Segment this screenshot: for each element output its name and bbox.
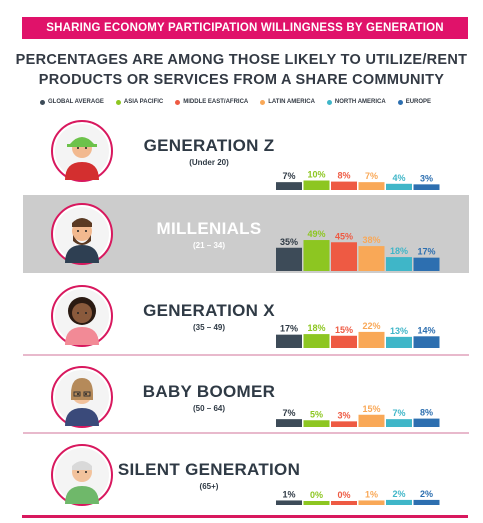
bearded-man-avatar-icon — [51, 203, 113, 265]
bar-value-label: 4% — [392, 173, 405, 183]
generation-name: BABY BOOMER — [142, 382, 276, 401]
elderly-man-avatar-icon — [51, 444, 113, 506]
bar-value-label: 7% — [392, 408, 405, 418]
bar-value-label: 1% — [365, 489, 378, 499]
generation-age-range: (35 – 49) — [192, 323, 226, 332]
legend-label: NORTH AMERICA — [334, 99, 386, 105]
legend-item: LATIN AMERICA — [260, 99, 315, 105]
generation-name: GENERATION X — [143, 301, 275, 320]
bar — [358, 331, 385, 348]
bar-value-label: 2% — [420, 489, 433, 499]
legend-swatch — [175, 99, 181, 105]
bar-value-label: 2% — [392, 489, 405, 499]
bar — [276, 182, 302, 190]
legend-label: MIDDLE EAST/AFRICA — [183, 99, 249, 105]
bar — [303, 180, 330, 190]
bar — [386, 336, 412, 348]
bar-value-label: 14% — [417, 325, 435, 335]
legend-label: ASIA PACIFIC — [123, 99, 164, 105]
bar-value-label: 3% — [337, 410, 350, 420]
title-banner: SHARING ECONOMY PARTICIPATION WILLINGNES… — [22, 17, 468, 39]
legend-swatch — [40, 99, 45, 105]
bar — [358, 182, 385, 190]
bar-value-label: 8% — [420, 408, 433, 418]
generation-age-range: (50 – 64) — [192, 404, 226, 413]
bar-value-label: 0% — [310, 490, 323, 500]
legend-swatch — [115, 99, 121, 105]
bar-value-label: 15% — [362, 404, 380, 414]
legend-item: GLOBAL AVERAGE — [40, 99, 104, 105]
bar — [386, 419, 412, 427]
legend: GLOBAL AVERAGE ASIA PACIFIC MIDDLE EAST/AF… — [40, 96, 431, 108]
generation-name: MILLENIALS — [156, 219, 262, 238]
legend-item: EUROPE — [397, 99, 432, 105]
bar-value-label: 7% — [365, 171, 378, 181]
bar-value-label: 15% — [335, 325, 353, 335]
bar — [413, 184, 440, 190]
teen-green-cap-avatar-icon — [51, 120, 113, 182]
older-woman-glasses-avatar-icon — [51, 366, 113, 428]
legend-swatch — [397, 99, 403, 105]
bar-value-label: 8% — [337, 171, 350, 181]
bar — [386, 499, 412, 505]
legend-label: LATIN AMERICA — [268, 99, 315, 105]
bar — [413, 418, 440, 427]
bar — [276, 334, 302, 348]
bar-value-label: 13% — [390, 326, 408, 336]
row-separator — [23, 432, 469, 434]
bar — [303, 420, 330, 427]
bar-value-label: 7% — [282, 171, 295, 181]
bar — [331, 181, 357, 190]
legend-item: MIDDLE EAST/AFRICA — [175, 99, 248, 105]
generation-age-range: (Under 20) — [189, 158, 229, 167]
bar — [413, 336, 440, 348]
legend-swatch — [260, 99, 266, 105]
bar — [276, 419, 302, 427]
bar — [358, 500, 385, 505]
bar — [331, 421, 357, 427]
generation-age-range: (65+) — [199, 482, 219, 491]
legend-item: NORTH AMERICA — [326, 99, 386, 105]
generation-name: GENERATION Z — [143, 136, 275, 155]
row-separator — [23, 354, 469, 356]
legend-item: ASIA PACIFIC — [115, 99, 164, 105]
bottom-accent-bar — [22, 515, 468, 518]
bar-value-label: 10% — [307, 170, 325, 180]
generation-age-range: (21 – 34) — [192, 241, 226, 250]
bar — [303, 334, 330, 348]
bar — [386, 183, 412, 190]
bar — [331, 501, 357, 505]
bar — [303, 501, 330, 505]
bar-value-label: 0% — [337, 490, 350, 500]
legend-label: EUROPE — [405, 99, 432, 105]
legend-label: GLOBAL AVERAGE — [48, 99, 104, 105]
bar — [358, 414, 385, 427]
bar — [276, 500, 302, 505]
bar-value-label: 22% — [362, 321, 380, 331]
bar — [331, 335, 357, 348]
woman-curly-hair-avatar-icon — [51, 285, 113, 347]
generation-name: SILENT GENERATION — [117, 460, 301, 479]
legend-swatch — [326, 99, 332, 105]
subtitle-line-1: PERCENTAGES ARE AMONG THOSE LIKELY TO UT… — [15, 52, 468, 68]
bar — [413, 499, 440, 505]
bar-value-label: 3% — [420, 173, 433, 183]
subtitle-line-2: PRODUCTS OR SERVICES FROM A SHARE COMMUN… — [38, 72, 445, 88]
